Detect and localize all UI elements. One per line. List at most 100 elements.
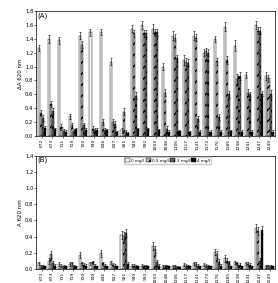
Bar — [100, 32, 102, 136]
Bar — [83, 125, 85, 136]
Bar — [131, 29, 133, 136]
Bar — [216, 61, 218, 136]
Bar — [224, 27, 226, 136]
Bar — [205, 52, 207, 136]
Bar — [218, 261, 220, 269]
Legend: 0 mg/l, 0.5 mg/l, 2 mg/l, 4 mg/l: 0 mg/l, 0.5 mg/l, 2 mg/l, 4 mg/l — [124, 157, 211, 164]
Bar — [245, 75, 247, 136]
Bar — [220, 266, 222, 269]
Bar — [156, 262, 158, 269]
Bar — [135, 96, 137, 136]
Bar — [255, 228, 257, 269]
Bar — [205, 266, 207, 269]
Bar — [64, 132, 67, 136]
Bar — [185, 62, 187, 136]
Bar — [272, 266, 274, 269]
Bar — [178, 267, 180, 269]
Text: (A): (A) — [37, 12, 48, 19]
Bar — [172, 36, 174, 136]
Bar — [104, 130, 106, 136]
Bar — [193, 263, 195, 269]
Bar — [187, 63, 189, 136]
Bar — [44, 266, 46, 269]
Bar — [185, 266, 187, 269]
Bar — [249, 265, 251, 269]
Bar — [42, 266, 44, 269]
Bar — [52, 111, 54, 136]
Bar — [261, 230, 263, 269]
Bar — [71, 263, 73, 269]
Bar — [267, 266, 270, 269]
Bar — [255, 25, 257, 136]
Bar — [123, 112, 125, 136]
Bar — [91, 262, 94, 269]
Bar — [197, 119, 199, 136]
Bar — [199, 132, 201, 136]
Bar — [94, 266, 96, 269]
Bar — [147, 266, 150, 269]
Bar — [195, 264, 197, 269]
Bar — [172, 266, 174, 269]
Bar — [162, 266, 164, 269]
Bar — [228, 262, 230, 269]
Bar — [210, 266, 212, 269]
Bar — [64, 266, 67, 269]
Bar — [193, 36, 195, 136]
Bar — [137, 129, 139, 136]
Bar — [214, 39, 216, 136]
Y-axis label: A 620 nm: A 620 nm — [18, 199, 23, 226]
Bar — [218, 117, 220, 136]
Bar — [125, 233, 127, 269]
Bar — [116, 266, 118, 269]
Bar — [133, 33, 135, 136]
Bar — [249, 94, 251, 136]
Bar — [245, 263, 247, 269]
Bar — [127, 133, 129, 136]
Bar — [112, 122, 114, 136]
Bar — [203, 53, 205, 136]
Bar — [216, 254, 218, 269]
Bar — [270, 266, 272, 269]
Bar — [85, 266, 87, 269]
Bar — [168, 266, 170, 269]
Bar — [137, 266, 139, 269]
Bar — [239, 76, 240, 136]
Bar — [127, 264, 129, 269]
Bar — [120, 235, 123, 269]
Bar — [114, 266, 116, 269]
Bar — [239, 265, 240, 269]
Bar — [207, 266, 210, 269]
Bar — [228, 94, 230, 136]
Bar — [40, 266, 42, 269]
Bar — [236, 79, 239, 136]
Bar — [236, 263, 239, 269]
Bar — [152, 246, 154, 269]
Bar — [73, 131, 75, 136]
Bar — [123, 236, 125, 269]
Bar — [226, 60, 228, 136]
Bar — [168, 132, 170, 136]
Bar — [50, 104, 52, 136]
Bar — [187, 266, 189, 269]
Bar — [38, 48, 40, 136]
Bar — [83, 265, 85, 269]
Bar — [131, 266, 133, 269]
Bar — [90, 32, 91, 136]
Bar — [230, 131, 232, 136]
Bar — [207, 53, 210, 136]
Bar — [210, 132, 212, 136]
Bar — [203, 265, 205, 269]
Bar — [143, 33, 145, 136]
Bar — [147, 129, 150, 136]
Bar — [164, 93, 166, 136]
Bar — [75, 129, 77, 136]
Bar — [166, 129, 168, 136]
Bar — [102, 122, 104, 136]
Bar — [141, 266, 143, 269]
Bar — [224, 258, 226, 269]
Bar — [106, 266, 108, 269]
Bar — [247, 264, 249, 269]
Bar — [50, 254, 52, 269]
Bar — [240, 132, 243, 136]
Bar — [226, 261, 228, 269]
